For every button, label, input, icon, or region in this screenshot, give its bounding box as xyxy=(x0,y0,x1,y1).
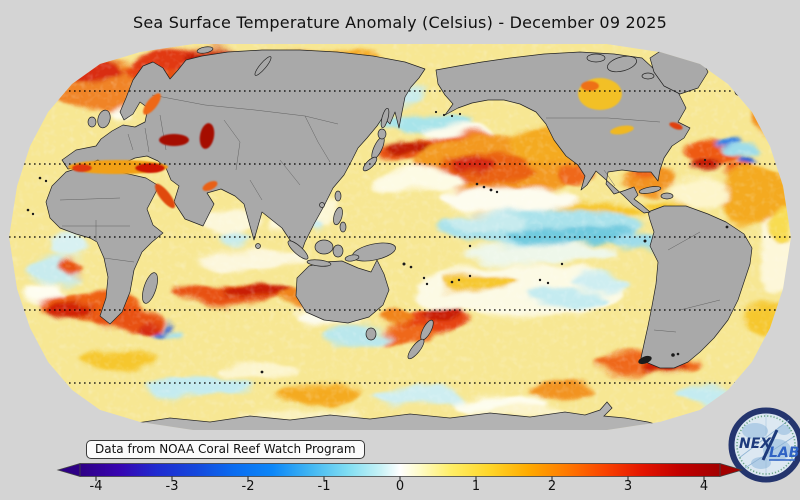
black-sea xyxy=(159,134,189,146)
land-borneo xyxy=(314,239,334,255)
logo-text-nex: NEX xyxy=(739,436,772,452)
red-sea xyxy=(154,183,176,209)
logo-graticule xyxy=(738,414,796,476)
colorbar-tick-label: 1 xyxy=(471,479,481,494)
logo-slash xyxy=(761,429,779,461)
colorbar-tick-label: -3 xyxy=(165,479,179,494)
colorbar-tick-label: 2 xyxy=(547,479,557,494)
colorbar-right-arrow xyxy=(719,462,744,478)
caspian-sea xyxy=(199,123,215,149)
colorbar-gradient xyxy=(79,463,721,477)
land-antarctica xyxy=(129,401,666,430)
logo-text-lab: LAB xyxy=(769,445,799,461)
country-borders xyxy=(59,94,721,333)
land-philippines xyxy=(333,206,343,226)
land-australia xyxy=(295,259,390,324)
colorbar-tick-label: 3 xyxy=(623,479,633,494)
inland-seas xyxy=(68,78,683,209)
baltic-sea xyxy=(143,93,161,115)
land-africa xyxy=(45,167,164,325)
colorbar-tick-label: -1 xyxy=(317,479,331,494)
page-title: Sea Surface Temperature Anomaly (Celsius… xyxy=(133,13,667,32)
land-new-zealand-south xyxy=(407,338,425,360)
logo-ring-text xyxy=(736,415,796,475)
tierra-del-fuego xyxy=(638,355,652,365)
land-sumatra xyxy=(287,240,309,260)
colorbar-ticks xyxy=(95,476,705,481)
island-specks xyxy=(26,110,729,374)
land-cuba xyxy=(638,186,662,194)
nexlab-logo: NEX LAB xyxy=(728,407,800,483)
land-south-america xyxy=(640,205,753,369)
colorbar-left-arrow xyxy=(56,462,81,478)
colorbar-tick-label: 0 xyxy=(395,479,405,494)
land-uk xyxy=(97,109,111,129)
colorbar-tick-label: 4 xyxy=(699,479,709,494)
persian-gulf xyxy=(202,181,218,191)
attribution-badge: Data from NOAA Coral Reef Watch Program xyxy=(86,440,365,459)
great-lakes xyxy=(610,125,634,135)
land-tasmania xyxy=(365,327,377,341)
colorbar-tick-label: -2 xyxy=(241,479,255,494)
land-madagascar xyxy=(142,272,158,304)
latitude-gridlines xyxy=(9,90,791,384)
colorbar-tick-label: -4 xyxy=(89,479,103,494)
land-iceland xyxy=(734,87,748,97)
colorbar xyxy=(56,462,744,481)
